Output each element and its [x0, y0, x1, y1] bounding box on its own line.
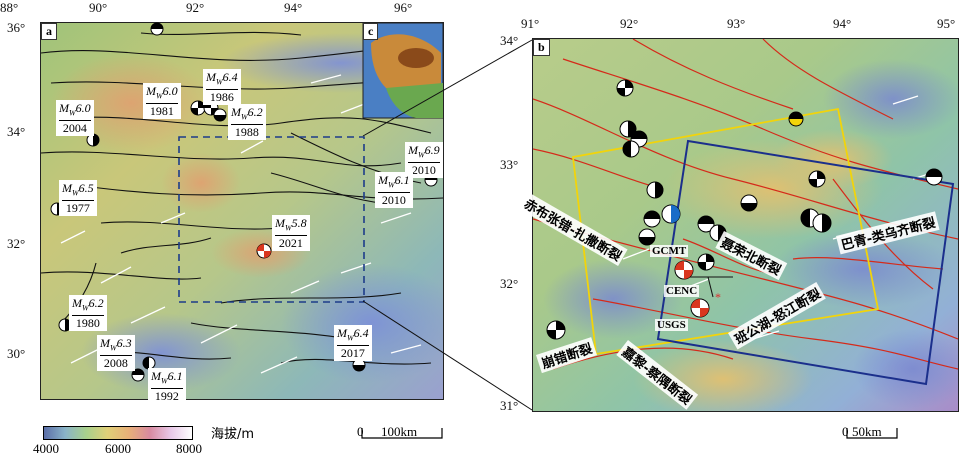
beachball-icon	[788, 111, 804, 127]
beachball-icon	[190, 100, 206, 116]
beachball-icon	[643, 210, 661, 228]
colorbar-label: 海拔/m	[211, 427, 255, 442]
beachball-icon	[812, 213, 832, 233]
beachball-icon	[697, 253, 715, 271]
event-label: MW6.1 1992	[148, 368, 186, 405]
lon-tick-92: 92°	[186, 0, 205, 15]
scale-a-zero: 0	[357, 424, 364, 439]
scale-bar-a	[361, 428, 443, 439]
event-label: MW6.1 2010	[375, 172, 413, 209]
source-label-gcmt: GCMT	[650, 245, 689, 257]
colorbar-mid: 6000	[105, 441, 131, 456]
beachball-icon	[616, 79, 634, 97]
event-label: MW5.8 2021	[272, 215, 310, 252]
beachball-icon	[638, 228, 656, 246]
event-label: MW6.4 2017	[334, 325, 372, 362]
beachball-icon	[622, 140, 640, 158]
event-label: MW6.2 1988	[228, 104, 266, 141]
scale-b-end: 50km	[852, 424, 882, 439]
beachball-icon	[86, 133, 100, 147]
lon-tick-94b: 94°	[833, 16, 852, 31]
beachball-icon	[925, 168, 943, 186]
panel-a-letter: a	[41, 23, 57, 40]
elevation-colorbar	[43, 426, 193, 440]
lat-tick-32: 32°	[7, 236, 26, 251]
colorbar-max: 8000	[176, 441, 202, 456]
beachball-icon	[808, 170, 826, 188]
yellow-region-outline	[572, 107, 880, 356]
panel-b-letter: b	[533, 39, 550, 56]
lat-tick-32b: 32°	[500, 276, 519, 291]
source-label-cenc: CENC	[664, 285, 700, 297]
beachball-icon	[546, 320, 566, 340]
lon-tick-94: 94°	[284, 0, 303, 15]
event-label: MW6.0 1981	[143, 83, 181, 120]
lat-tick-36: 36°	[7, 20, 26, 35]
event-label: MW6.5 1977	[59, 180, 97, 217]
blue-region-outline	[656, 139, 955, 386]
event-label: MW6.9 2010	[405, 142, 443, 179]
gcmt-beachball-icon	[674, 260, 694, 280]
scale-b-zero: 0	[842, 424, 849, 439]
lon-tick-96: 96°	[394, 0, 413, 15]
event-label: MW6.3 2008	[97, 335, 135, 372]
beachball-icon	[646, 181, 664, 199]
lat-tick-33b: 33°	[500, 157, 519, 172]
event-label: MW6.0 2004	[56, 100, 94, 137]
lat-tick-30: 30°	[7, 346, 26, 361]
beachball-icon	[661, 204, 681, 224]
lat-tick-34b: 34°	[500, 33, 519, 48]
svg-text:*: *	[715, 290, 721, 304]
main-event-beachball-icon	[256, 243, 272, 259]
study-area-box	[178, 136, 365, 303]
scale-bar-b	[846, 428, 898, 439]
lat-tick-31b: 31°	[500, 398, 519, 413]
event-label: MW6.2 1980	[69, 295, 107, 332]
lon-tick-88: 88°	[0, 0, 19, 15]
beachball-icon	[697, 215, 715, 233]
beachball-icon	[131, 368, 145, 382]
scale-a-end: 100km	[381, 424, 418, 439]
beachball-icon	[740, 194, 758, 212]
lon-tick-93: 93°	[727, 16, 746, 31]
lat-tick-34: 34°	[7, 124, 26, 139]
lon-tick-91: 91°	[521, 16, 540, 31]
beachball-icon	[150, 22, 164, 36]
colorbar-min: 4000	[33, 441, 59, 456]
beachball-icon	[619, 120, 637, 138]
panel-c-letter: c	[363, 23, 379, 40]
lon-tick-95: 95°	[937, 16, 956, 31]
lon-tick-90: 90°	[89, 0, 108, 15]
event-label: MW6.4 1986	[203, 69, 241, 106]
usgs-beachball-icon	[690, 298, 710, 318]
lon-tick-92b: 92°	[620, 16, 639, 31]
source-label-usgs: USGS	[655, 319, 688, 331]
beachball-icon	[213, 108, 227, 122]
